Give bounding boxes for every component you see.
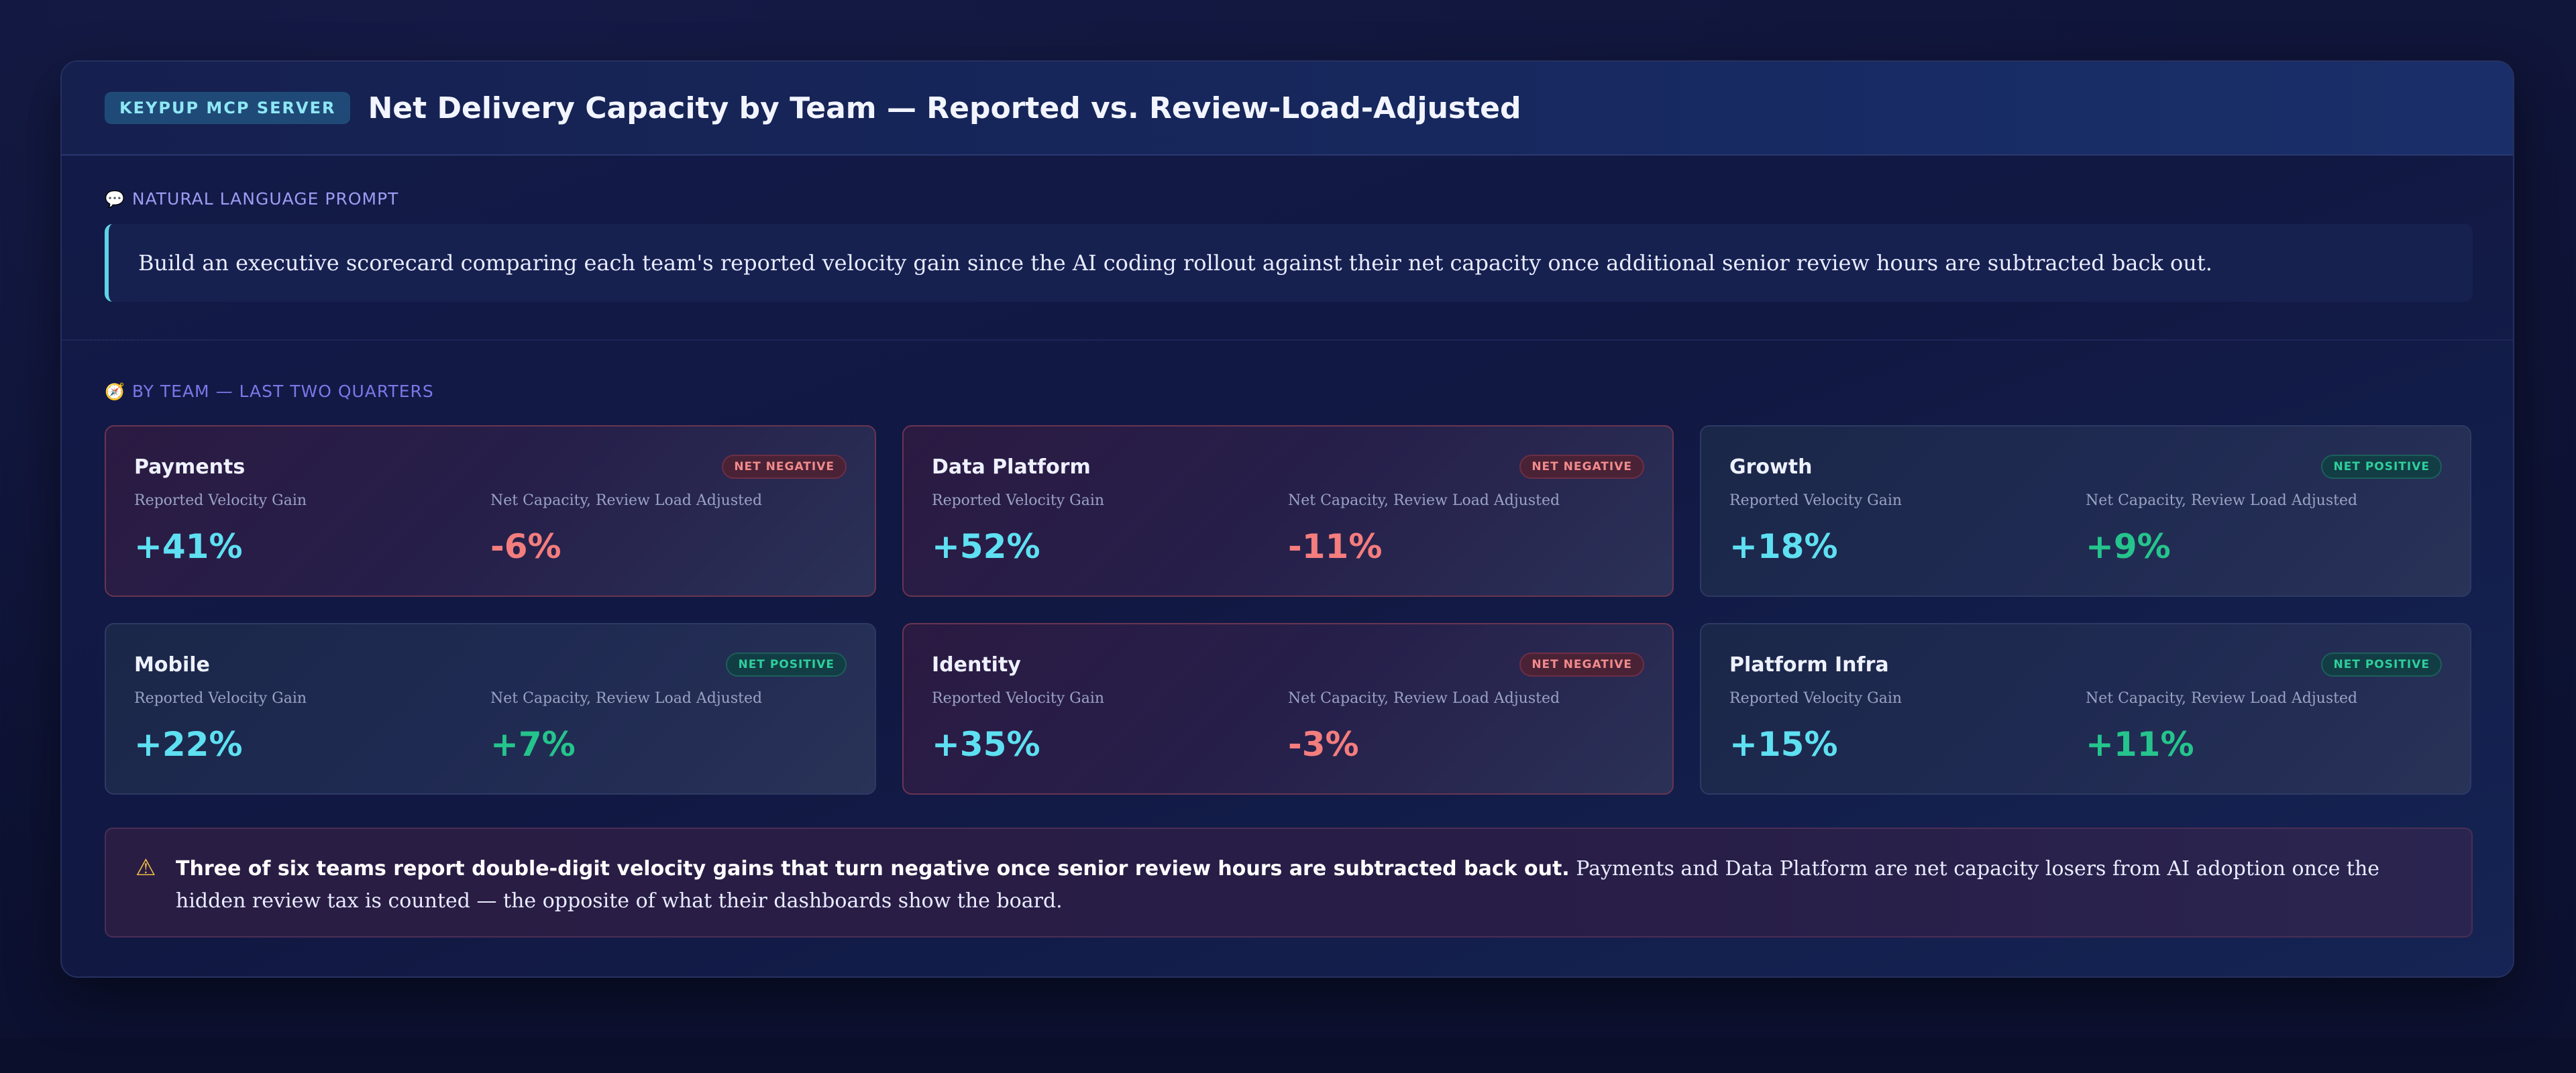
reported-velocity-label: Reported Velocity Gain xyxy=(932,492,1105,509)
reported-velocity-value: +35% xyxy=(932,725,1040,764)
net-capacity-value: +9% xyxy=(2086,527,2171,566)
section-divider xyxy=(62,339,2513,341)
team-section-label: 🧭 BY TEAM — LAST TWO QUARTERS xyxy=(105,382,434,401)
reported-velocity-value: +52% xyxy=(932,527,1040,566)
team-card-mobile[interactable]: Mobile NET POSITIVE Reported Velocity Ga… xyxy=(105,623,876,795)
page-footer-strip xyxy=(0,1038,2576,1073)
reported-velocity-label: Reported Velocity Gain xyxy=(1729,690,1902,707)
reported-velocity-label: Reported Velocity Gain xyxy=(1729,492,1902,509)
status-badge: NET POSITIVE xyxy=(726,653,847,677)
reported-velocity-value: +15% xyxy=(1729,725,1838,764)
reported-velocity-value: +41% xyxy=(134,527,243,566)
status-badge: NET NEGATIVE xyxy=(722,455,847,479)
net-capacity-value: -6% xyxy=(490,527,561,566)
alert-text: Three of six teams report double-digit v… xyxy=(176,853,2442,936)
team-name: Mobile xyxy=(134,653,210,677)
team-card-payments[interactable]: Payments NET NEGATIVE Reported Velocity … xyxy=(105,425,876,597)
team-card-identity[interactable]: Identity NET NEGATIVE Reported Velocity … xyxy=(902,623,1674,795)
status-badge: NET POSITIVE xyxy=(2321,455,2442,479)
reported-velocity-label: Reported Velocity Gain xyxy=(932,690,1105,707)
net-capacity-value: +7% xyxy=(490,725,576,764)
prompt-box: Build an executive scorecard comparing e… xyxy=(105,224,2473,302)
team-label-text: BY TEAM — LAST TWO QUARTERS xyxy=(131,382,434,401)
status-badge: NET NEGATIVE xyxy=(1519,455,1644,479)
prompt-section-label: 💬 NATURAL LANGUAGE PROMPT xyxy=(105,189,398,209)
prompt-label-text: NATURAL LANGUAGE PROMPT xyxy=(131,189,399,209)
reported-velocity-label: Reported Velocity Gain xyxy=(134,492,307,509)
net-capacity-value: +11% xyxy=(2086,725,2194,764)
net-capacity-label: Net Capacity, Review Load Adjusted xyxy=(1288,492,1560,509)
team-card-data-platform[interactable]: Data Platform NET NEGATIVE Reported Velo… xyxy=(902,425,1674,597)
reported-velocity-value: +18% xyxy=(1729,527,1838,566)
speech-bubble-icon: 💬 xyxy=(105,189,125,209)
net-capacity-label: Net Capacity, Review Load Adjusted xyxy=(490,690,763,707)
team-card-platform-infra[interactable]: Platform Infra NET POSITIVE Reported Vel… xyxy=(1700,623,2471,795)
net-capacity-value: -11% xyxy=(1288,527,1383,566)
warning-icon: ⚠ xyxy=(136,854,156,881)
page-title: Net Delivery Capacity by Team — Reported… xyxy=(368,91,1521,125)
compass-icon: 🧭 xyxy=(105,382,125,401)
prompt-text: Build an executive scorecard comparing e… xyxy=(138,250,2212,276)
net-capacity-value: -3% xyxy=(1288,725,1359,764)
panel-header: KEYPUP MCP SERVER Net Delivery Capacity … xyxy=(62,62,2513,156)
alert-headline: Three of six teams report double-digit v… xyxy=(176,857,1570,881)
team-name: Data Platform xyxy=(932,455,1091,479)
team-name: Growth xyxy=(1729,455,1813,479)
reported-velocity-label: Reported Velocity Gain xyxy=(134,690,307,707)
team-name: Platform Infra xyxy=(1729,653,1889,677)
reported-velocity-value: +22% xyxy=(134,725,243,764)
server-badge: KEYPUP MCP SERVER xyxy=(105,92,351,124)
scorecard-panel: KEYPUP MCP SERVER Net Delivery Capacity … xyxy=(60,60,2514,978)
team-name: Identity xyxy=(932,653,1021,677)
net-capacity-label: Net Capacity, Review Load Adjusted xyxy=(2086,492,2358,509)
insight-alert: ⚠ Three of six teams report double-digit… xyxy=(105,828,2473,938)
alert-body: Payments and Data Platform are net capac… xyxy=(176,857,2380,913)
net-capacity-label: Net Capacity, Review Load Adjusted xyxy=(2086,690,2358,707)
status-badge: NET NEGATIVE xyxy=(1519,653,1644,677)
net-capacity-label: Net Capacity, Review Load Adjusted xyxy=(1288,690,1560,707)
status-badge: NET POSITIVE xyxy=(2321,653,2442,677)
team-name: Payments xyxy=(134,455,246,479)
net-capacity-label: Net Capacity, Review Load Adjusted xyxy=(490,492,763,509)
team-card-growth[interactable]: Growth NET POSITIVE Reported Velocity Ga… xyxy=(1700,425,2471,597)
